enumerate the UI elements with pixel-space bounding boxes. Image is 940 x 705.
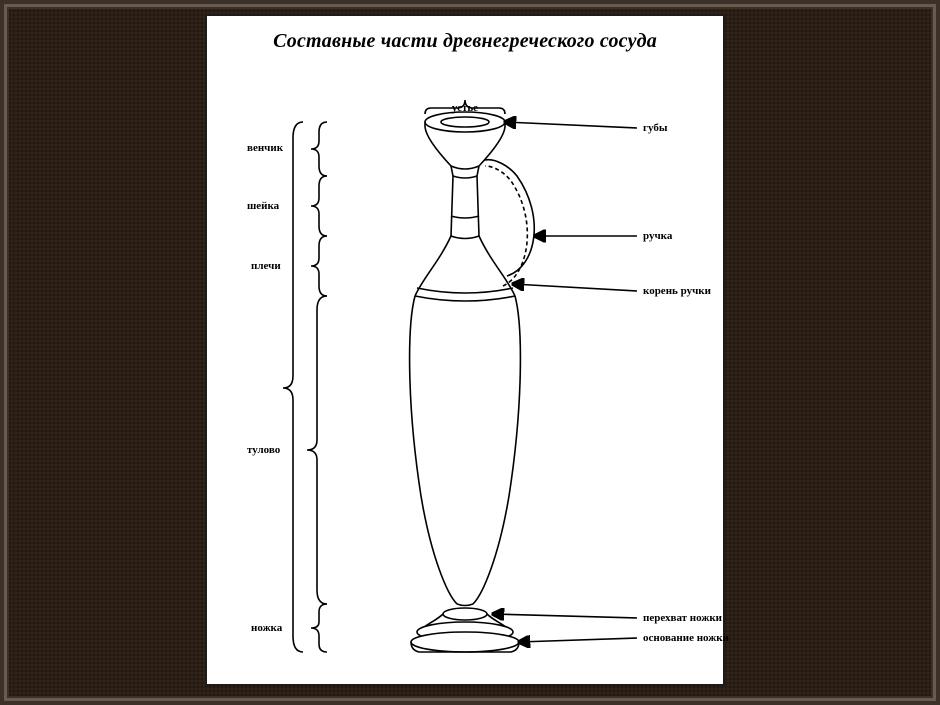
label-neck: шейка	[247, 200, 279, 212]
label-foot-base: основание ножки	[643, 632, 729, 644]
label-shoulders: плечи	[251, 260, 281, 272]
paper: Составные части древнегреческого сосуда	[205, 14, 725, 686]
vessel-svg	[207, 66, 723, 682]
label-handle-root: корень ручки	[643, 285, 711, 297]
label-lips: губы	[643, 122, 667, 134]
label-foot: ножка	[251, 622, 282, 634]
label-handle: ручка	[643, 230, 672, 242]
canvas: Составные части древнегреческого сосуда	[0, 0, 940, 705]
label-body: тулово	[247, 444, 280, 456]
label-rim: венчик	[247, 142, 283, 154]
label-foot-waist: перехват ножки	[643, 612, 722, 624]
vessel-diagram: устье венчик шейка плечи тулово ножка гу…	[207, 66, 723, 682]
diagram-title: Составные части древнегреческого сосуда	[207, 30, 723, 53]
label-mouth: устье	[440, 102, 490, 114]
